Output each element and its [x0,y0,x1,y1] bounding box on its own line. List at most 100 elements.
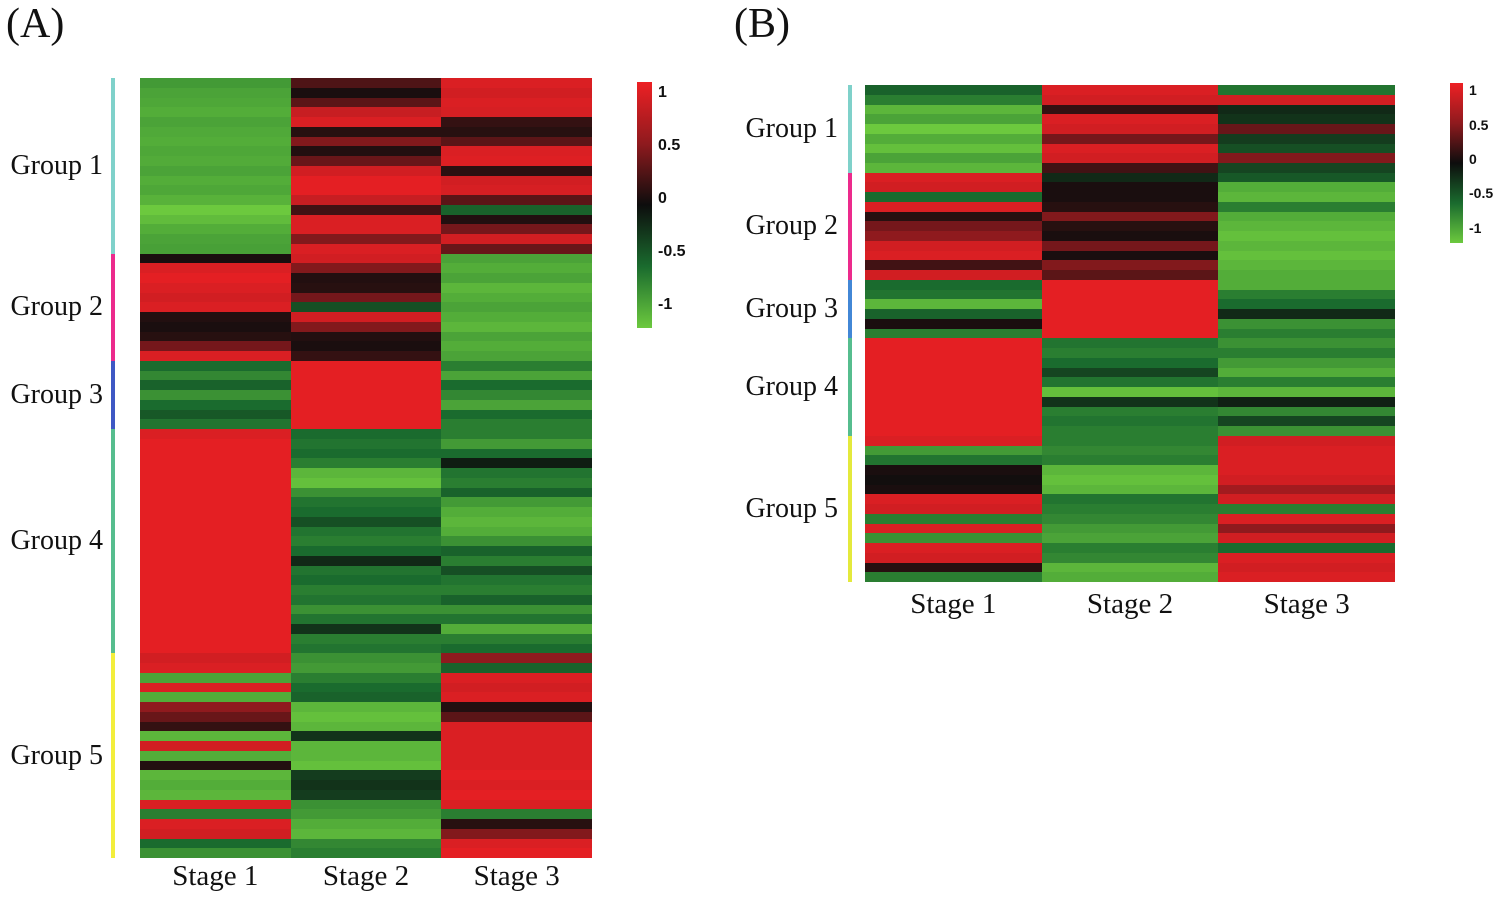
heatmap-row [865,270,1396,280]
heatmap-row [140,136,593,147]
heatmap-row [865,289,1396,300]
heatmap-row [140,760,593,771]
heatmap-cell [140,487,291,498]
heatmap-cell [1218,94,1396,105]
heatmap-row [865,163,1396,173]
heatmap-cell [865,562,1042,573]
heatmap-cell [140,253,291,264]
heatmap-cell [290,741,442,751]
heatmap-cell [290,594,442,605]
heatmap-row [140,799,593,810]
heatmap-cell [140,848,291,858]
heatmap-cell [140,750,291,761]
heatmap-cell [865,504,1042,514]
heatmap-row [140,526,593,537]
heatmap-cell [140,702,291,712]
group-label-3: Group 3 [0,361,103,429]
heatmap-cell [290,780,442,790]
heatmap-row [140,380,593,390]
heatmap-cell [1041,474,1219,485]
heatmap-cell [441,78,593,88]
heatmap-cell [865,474,1042,485]
heatmap-cell [140,302,291,312]
heatmap-cell [290,360,442,371]
heatmap-cell [140,604,291,615]
heatmap-cell [441,438,593,449]
heatmap-cell [290,419,442,429]
heatmap-cell [140,370,291,381]
heatmap-cell [865,465,1042,475]
heatmap-row [140,624,593,634]
heatmap-cell [1041,279,1219,290]
heatmap-cell [1041,172,1219,183]
heatmap-cell [441,351,593,361]
heatmap-row [140,409,593,420]
heatmap-cell [140,643,291,654]
heatmap-cell [140,789,291,800]
heatmap-row [865,357,1396,368]
heatmap-row [140,234,593,244]
heatmap-cell [1218,133,1396,144]
heatmap-cell [290,585,442,595]
heatmap-cell [865,94,1042,105]
heatmap-cell [290,643,442,654]
heatmap-row [865,85,1396,95]
heatmap-row [140,809,593,819]
heatmap-cell [1041,357,1219,368]
heatmap-cell [1041,85,1219,95]
heatmap-cell [441,292,593,303]
heatmap-cell [140,672,291,683]
group-color-segment-5 [111,653,115,858]
heatmap-cell [441,555,593,566]
heatmap-cell [865,201,1042,212]
heatmap-cell [865,445,1042,456]
heatmap-cell [441,175,593,186]
heatmap-cell [140,555,291,566]
heatmap-row [140,243,593,254]
heatmap-cell [1218,299,1396,310]
heatmap-cell [140,497,291,507]
heatmap-cell [441,789,593,800]
heatmap-cell [865,270,1042,280]
heatmap-cell [1218,104,1396,115]
heatmap-cell [140,633,291,644]
heatmap-cell [441,672,593,683]
heatmap-cell [441,273,593,283]
heatmap-cell [1218,211,1396,222]
heatmap-cell [290,156,442,166]
heatmap-cell [1218,201,1396,212]
panel-b-stage-labels: Stage 1 Stage 2 Stage 3 [865,588,1395,621]
heatmap-cell [1041,114,1219,124]
heatmap-cell [441,409,593,420]
heatmap-cell [1041,221,1219,232]
heatmap-row [865,543,1396,553]
heatmap-cell [1041,299,1219,310]
heatmap-group-2 [140,253,593,361]
heatmap-cell [865,163,1042,173]
heatmap-cell [290,789,442,800]
heatmap-cell [865,85,1042,95]
heatmap-cell [441,497,593,507]
heatmap-cell [441,731,593,741]
heatmap-cell [1041,445,1219,456]
heatmap-cell [865,133,1042,144]
heatmap-cell [1218,348,1396,358]
heatmap-cell [865,387,1042,397]
heatmap-cell [1218,338,1396,349]
group-label-text: Group 4 [745,371,838,403]
panel-b: (B) Group 1 Group 2 Group 3 Group 4 Group 5 … [720,0,1500,905]
heatmap-cell [290,234,442,244]
heatmap-cell [140,594,291,605]
heatmap-row [140,516,593,527]
heatmap-cell [140,399,291,410]
colorbar-tick-0: 0 [658,189,667,207]
heatmap-cell [290,477,442,488]
heatmap-cell [441,516,593,527]
heatmap-cell [290,195,442,205]
heatmap-cell [1218,435,1396,446]
heatmap-cell [140,458,291,468]
heatmap-cell [140,546,291,556]
heatmap-row [865,387,1396,397]
group-color-segment-4 [111,429,115,654]
heatmap-cell [441,117,593,127]
